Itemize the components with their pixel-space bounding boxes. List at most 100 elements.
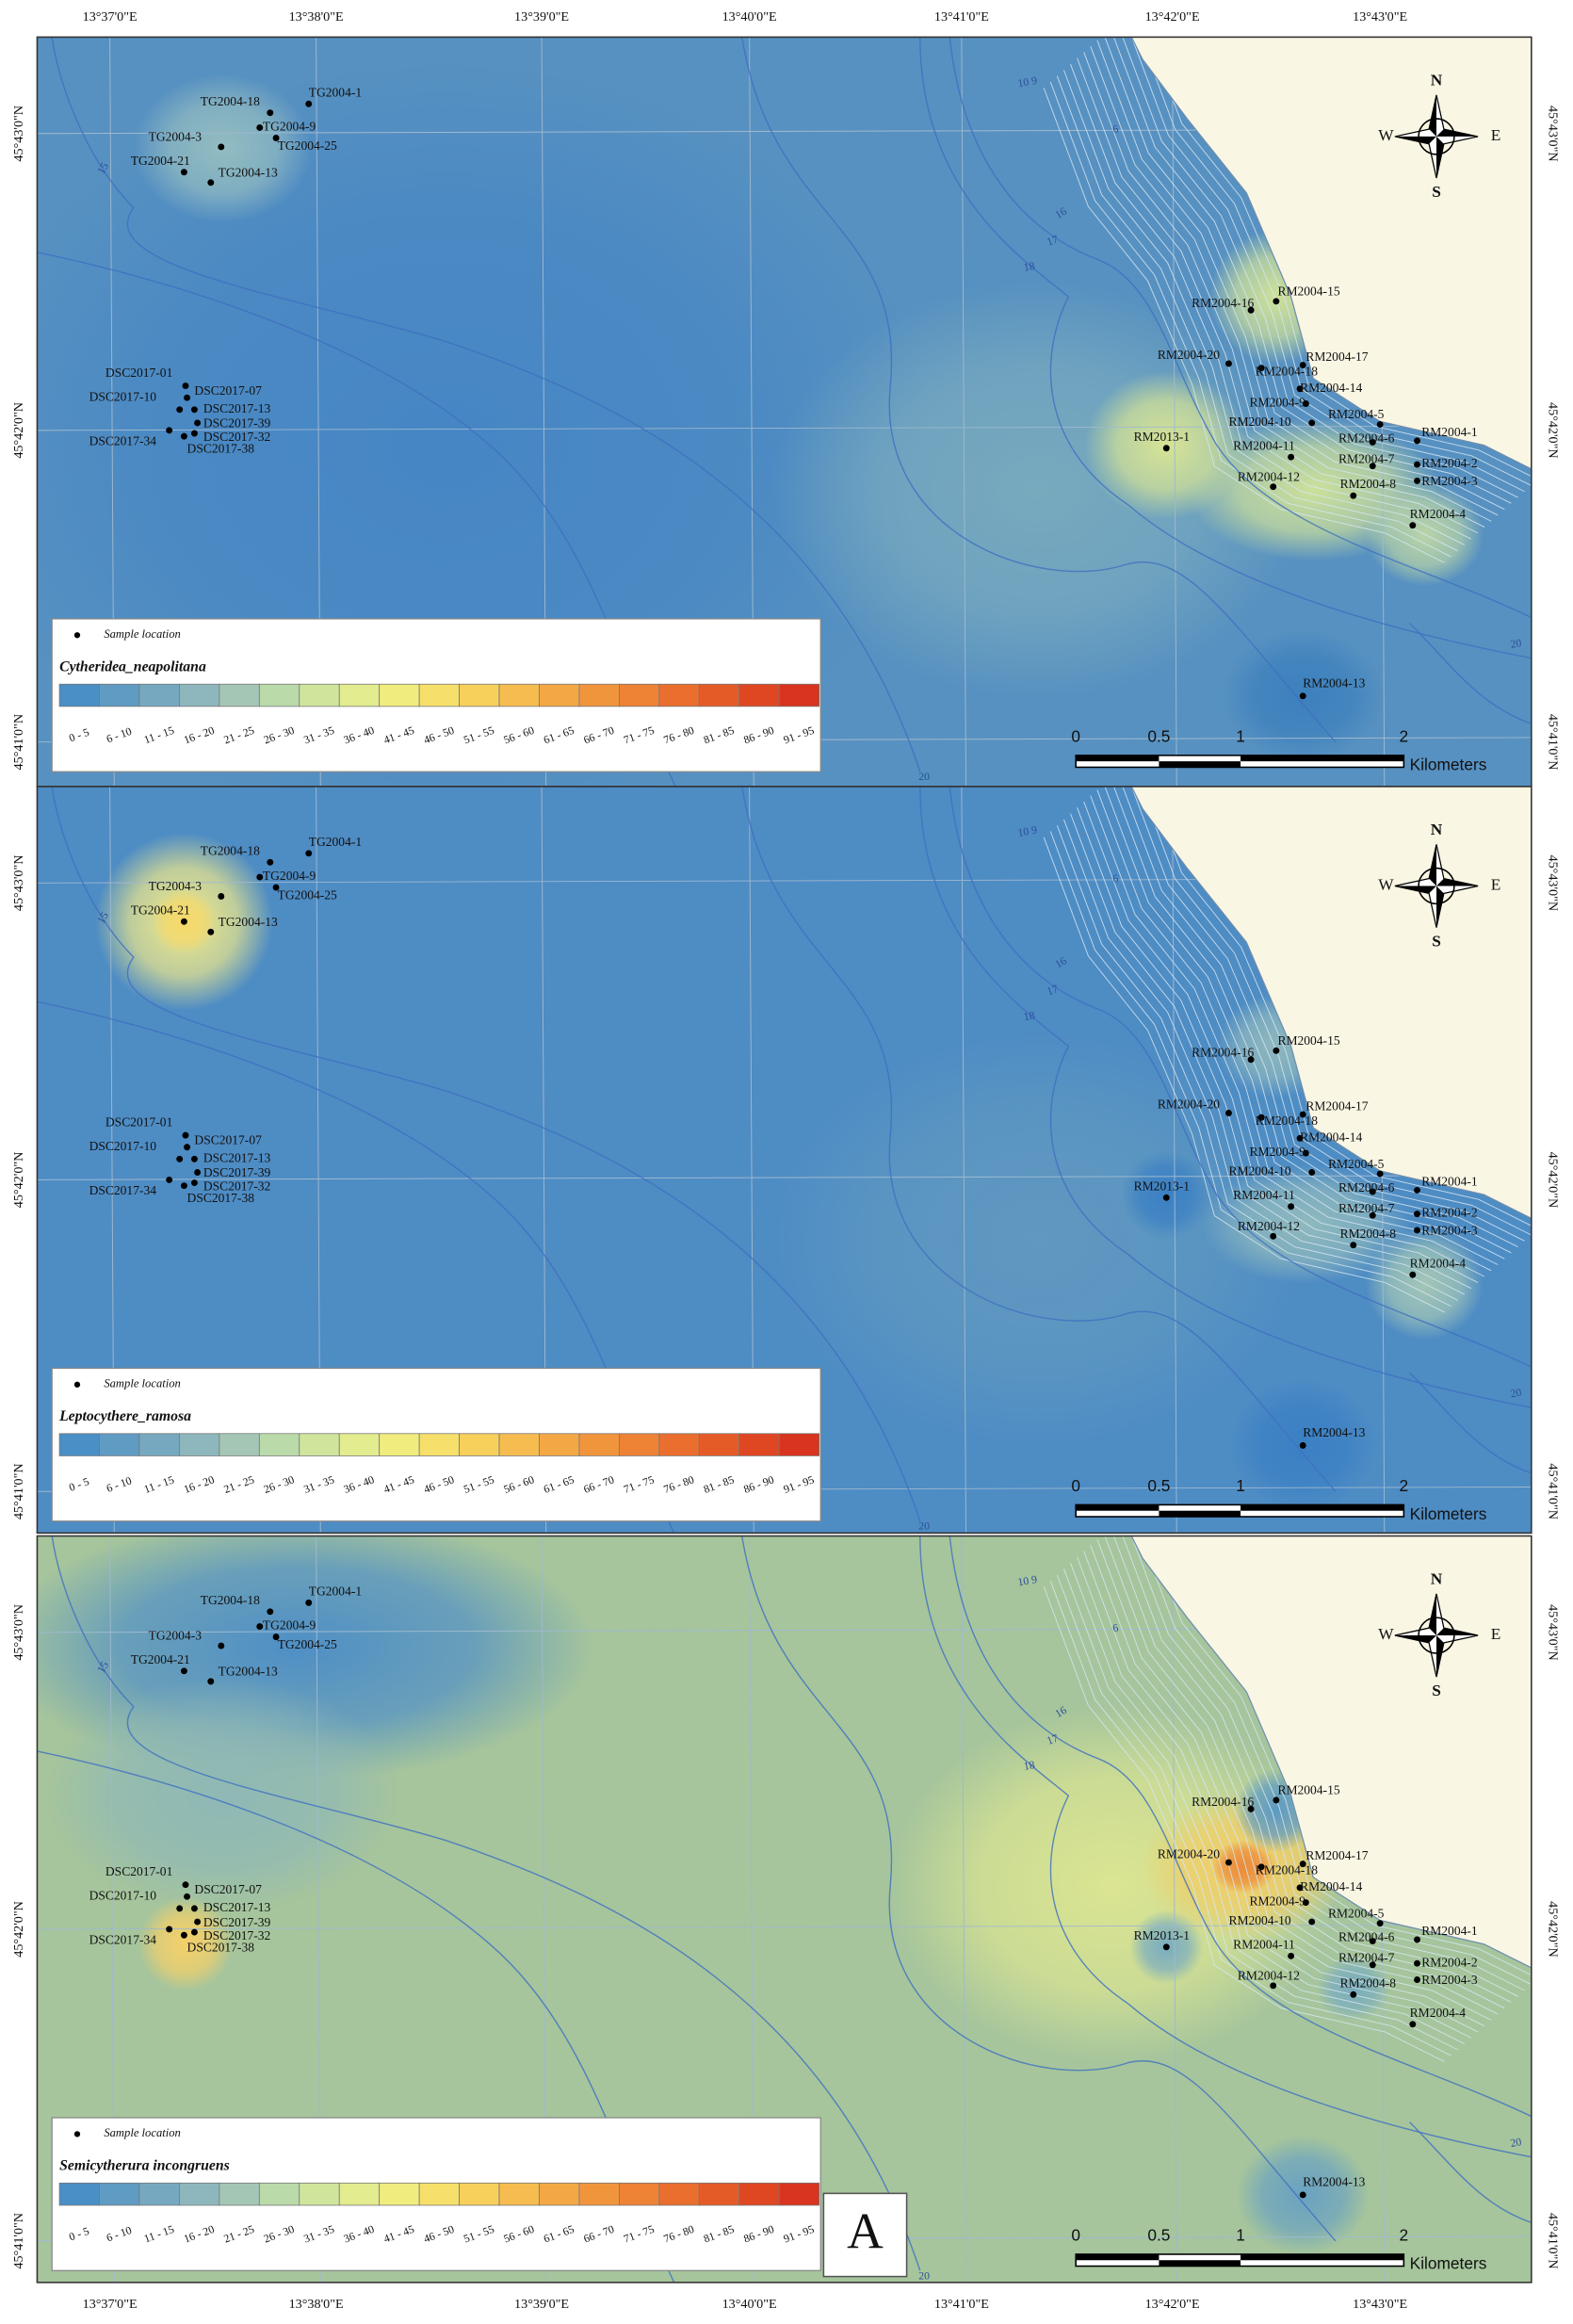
contour-line <box>1130 786 1525 1242</box>
station-label: RM2004-7 <box>1338 451 1395 465</box>
contour-label: 16 <box>1053 953 1069 970</box>
legend-swatch <box>658 1433 700 1456</box>
latitude-label: 45°42'0"N <box>1546 402 1561 459</box>
contour-line <box>1049 81 1451 558</box>
density-area <box>1210 1840 1276 1894</box>
legend-swatch <box>619 2182 660 2206</box>
legend-swatch <box>179 683 220 707</box>
station-label: TG2004-21 <box>131 1652 190 1666</box>
legend-swatch <box>619 683 660 707</box>
sample-location <box>305 1599 313 1606</box>
contour-line <box>1090 45 1492 522</box>
legend-swatch <box>658 683 700 707</box>
contour-line <box>1083 1551 1485 2027</box>
station-label: DSC2017-32 <box>203 430 271 444</box>
contour-label: 10 9 <box>1016 823 1038 839</box>
density-area <box>138 1896 234 1992</box>
sample-location <box>256 873 264 881</box>
station-label: DSC2017-34 <box>89 1183 157 1197</box>
station-label: RM2004-9 <box>1250 396 1306 410</box>
legend-title: Semicytherura incongruens <box>59 2158 230 2174</box>
sample-location <box>267 109 274 117</box>
sample-location <box>1288 1203 1295 1211</box>
sample-location <box>1296 1134 1304 1142</box>
contour-line <box>1090 795 1492 1272</box>
scale-bar <box>1159 761 1241 768</box>
latitude-label: 45°41'0"N <box>1546 1463 1561 1520</box>
sample-location <box>256 124 264 131</box>
station-label: RM2004-3 <box>1421 1224 1478 1238</box>
legend-swatch <box>539 2182 580 2206</box>
contour-label: 10 9 <box>1016 1572 1038 1588</box>
scale-tick-label: 1 <box>1236 727 1245 746</box>
contour-label: 16 <box>1053 1703 1069 1720</box>
scale-unit: Kilometers <box>1410 2254 1487 2273</box>
legend-swatch <box>99 2182 140 2206</box>
station-label: RM2004-1 <box>1421 1924 1477 1938</box>
scale-bar <box>1159 1510 1241 1518</box>
station-label: RM2004-6 <box>1338 1180 1395 1195</box>
sample-location <box>1414 1186 1420 1194</box>
station-label: RM2004-17 <box>1305 1098 1368 1113</box>
sample-location <box>1369 1938 1376 1945</box>
contour-line <box>1062 70 1465 545</box>
station-label: RM2004-16 <box>1192 296 1254 310</box>
station-label: RM2004-20 <box>1158 348 1220 362</box>
scale-bar <box>1076 1504 1159 1511</box>
scale-tick-label: 2 <box>1400 2226 1409 2245</box>
contour-line <box>1083 801 1485 1277</box>
station-label: DSC2017-13 <box>203 401 271 415</box>
sample-location <box>190 406 198 414</box>
density-area <box>44 1677 401 1915</box>
station-label: RM2013-1 <box>1134 430 1190 444</box>
station-label: DSC2017-39 <box>203 1915 271 1929</box>
legend-swatch <box>258 2182 300 2206</box>
sample-location <box>1257 365 1265 372</box>
sample-location <box>1409 2021 1417 2028</box>
sample-location <box>1247 1805 1255 1812</box>
legend-swatch <box>258 683 300 707</box>
station-label: DSC2017-32 <box>203 1928 271 1942</box>
sample-location <box>194 419 202 427</box>
station-label: RM2004-2 <box>1421 456 1478 470</box>
sample-location <box>1288 1952 1295 1959</box>
contour-line <box>1077 57 1479 534</box>
sample-location <box>1299 1861 1306 1868</box>
station-label: DSC2017-38 <box>187 1941 255 1955</box>
scale-tick-label: 0.5 <box>1147 727 1170 746</box>
longitude-label: 13°40'0"E <box>722 2297 777 2312</box>
station-label: RM2004-8 <box>1340 477 1397 491</box>
station-label: RM2004-10 <box>1228 1164 1290 1178</box>
sample-location <box>184 394 191 401</box>
contour-line <box>51 786 921 1521</box>
contour-line <box>1409 1372 1532 1474</box>
contour-line <box>1070 1562 1472 2039</box>
station-label: RM2004-6 <box>1338 431 1395 445</box>
legend-swatch <box>578 2182 620 2206</box>
sample-location <box>1270 483 1277 491</box>
sample-location <box>1224 1110 1232 1116</box>
contour-line <box>1148 37 1532 478</box>
sample-location <box>1273 1796 1280 1804</box>
sample-location <box>190 430 198 437</box>
station-label: TG2004-18 <box>201 843 260 857</box>
sample-location <box>1376 421 1384 429</box>
legend-swatch <box>738 1433 780 1456</box>
sample-location <box>190 1179 198 1187</box>
legend-swatch <box>219 683 260 707</box>
legend-swatch <box>738 683 780 707</box>
legend-swatch <box>58 683 100 707</box>
sample-location <box>256 1623 264 1631</box>
latitude-label: 45°41'0"N <box>11 714 26 771</box>
station-label: RM2004-1 <box>1421 1175 1477 1189</box>
station-label: RM2004-15 <box>1277 284 1339 298</box>
contour-line <box>1077 807 1479 1283</box>
sample-location <box>1296 385 1304 393</box>
sample-location <box>176 1155 184 1162</box>
station-label: DSC2017-38 <box>187 1191 255 1205</box>
sample-location <box>1162 1943 1170 1951</box>
